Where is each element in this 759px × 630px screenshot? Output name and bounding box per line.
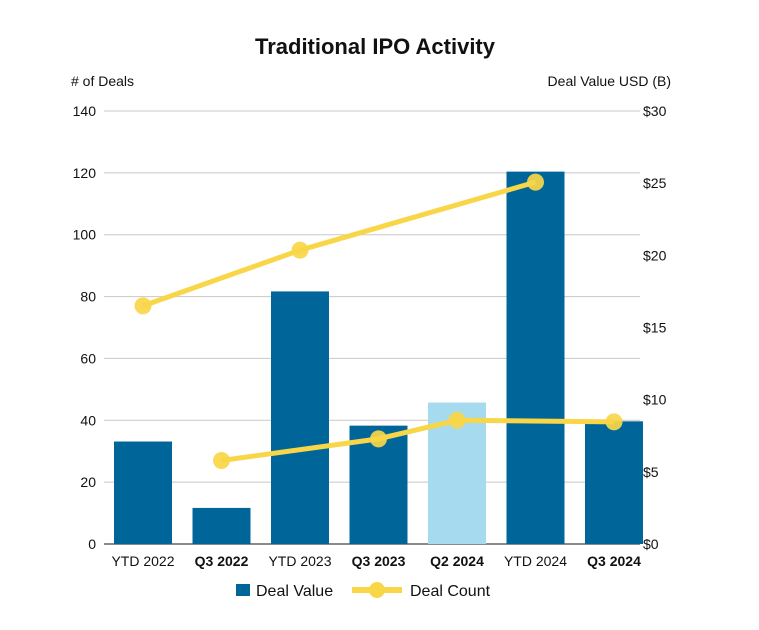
right-tick-label: $30	[643, 103, 667, 119]
legend-label-deal-value: Deal Value	[256, 583, 333, 600]
category-label: YTD 2022	[111, 553, 174, 569]
deal-count-point	[527, 173, 544, 191]
deal-count-point	[134, 297, 152, 315]
deal-count-point	[448, 411, 466, 429]
deal-value-bar	[271, 291, 329, 544]
deal-count-line	[142, 179, 537, 309]
left-axis-title: # of Deals	[71, 73, 134, 89]
category-label: Q3 2023	[352, 553, 406, 569]
right-axis-ticks: $0 $5 $10 $15 $20 $25 $30	[643, 103, 667, 552]
legend-marker-deal-count	[369, 582, 385, 598]
deal-value-bar	[192, 507, 251, 544]
category-label: YTD 2023	[268, 553, 331, 569]
category-labels: YTD 2022 Q3 2022 YTD 2023 Q3 2023 Q2 2024 YTD…	[111, 553, 641, 569]
right-tick-label: $0	[643, 536, 659, 552]
deal-count-point	[213, 451, 230, 469]
category-label: Q2 2024	[430, 553, 484, 569]
deal-count-point	[291, 241, 309, 259]
category-label: Q3 2022	[195, 553, 249, 569]
right-tick-label: $10	[643, 392, 667, 408]
deal-value-bar	[506, 171, 565, 544]
deal-count-line	[221, 417, 615, 463]
deal-count-point	[370, 430, 387, 448]
left-tick-label: 140	[73, 103, 97, 119]
deal-value-bar	[585, 421, 643, 544]
legend-swatch-deal-value	[236, 584, 250, 596]
category-label: Q3 2024	[587, 553, 641, 569]
right-axis-title: Deal Value USD (B)	[548, 73, 671, 89]
right-tick-label: $25	[643, 175, 667, 191]
left-tick-label: 60	[80, 350, 96, 366]
left-tick-label: 20	[80, 474, 96, 490]
left-tick-label: 0	[88, 536, 96, 552]
legend: Deal Value Deal Count	[236, 582, 491, 600]
category-label: YTD 2024	[504, 553, 567, 569]
right-tick-label: $15	[643, 320, 667, 336]
deal-count-lines	[134, 173, 623, 469]
right-tick-label: $20	[643, 247, 667, 263]
left-tick-label: 40	[80, 412, 96, 428]
right-tick-label: $5	[643, 464, 659, 480]
deal-value-bar	[114, 441, 172, 544]
left-tick-label: 100	[73, 227, 97, 243]
left-tick-label: 120	[73, 165, 97, 181]
deal-count-point	[605, 413, 623, 431]
left-tick-label: 80	[80, 289, 96, 305]
deal-value-bars	[114, 171, 643, 544]
left-axis-ticks: 0 20 40 60 80 100 120 140	[73, 103, 97, 552]
legend-label-deal-count: Deal Count	[410, 583, 491, 600]
chart-title: Traditional IPO Activity	[255, 34, 496, 59]
